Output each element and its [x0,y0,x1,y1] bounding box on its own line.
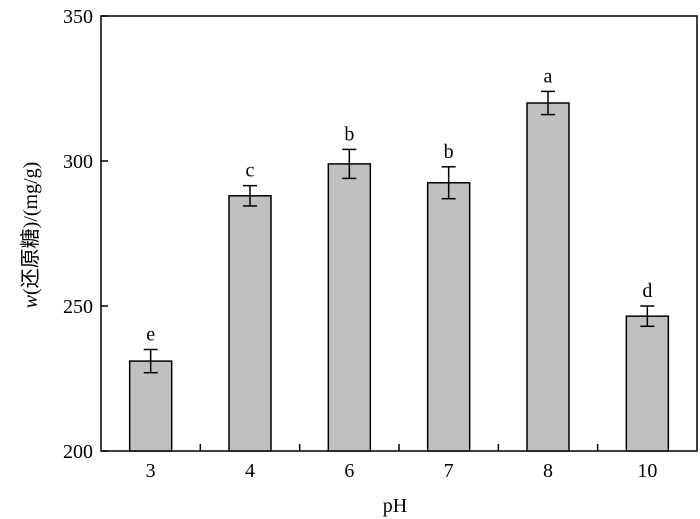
y-axis-label-symbol: w [20,294,42,308]
bar [128,360,173,452]
error-bar [640,305,655,328]
y-axis-label: w(还原糖)/(mg/g) [19,162,42,309]
bar [426,182,471,452]
x-tick-label: 8 [543,460,553,482]
significance-label: a [544,65,553,87]
x-tick-label: 4 [245,460,255,482]
x-tick-label: 7 [444,460,454,482]
y-tick-label: 250 [63,296,93,318]
bar [228,195,272,452]
error-bar [441,166,456,200]
significance-label: c [246,160,255,182]
plot-frame [100,15,698,452]
y-tick-label: 350 [63,6,93,28]
y-axis-label-text: (还原糖)/(mg/g) [19,162,42,295]
x-tick-label: 10 [637,460,657,482]
y-tick-label: 300 [63,151,93,173]
x-ticks: 3 4 6 7 8 10 [146,444,657,482]
significance-label: e [146,324,155,346]
bar [327,163,372,452]
error-bar [541,90,555,116]
x-tick-label: 3 [146,460,156,482]
error-bar [143,348,158,374]
bars: e c b b a d [128,65,670,452]
significance-label: b [444,141,454,163]
x-tick-label: 6 [344,460,354,482]
error-bar [243,184,257,207]
error-bar [342,148,357,180]
y-ticks: 200 250 300 350 [63,6,108,463]
axes [100,15,698,452]
significance-label: d [642,280,652,302]
bar [526,102,570,452]
bar [625,315,670,452]
significance-label: b [344,123,354,145]
x-axis-label: pH [383,495,407,517]
y-tick-label: 200 [63,441,93,463]
